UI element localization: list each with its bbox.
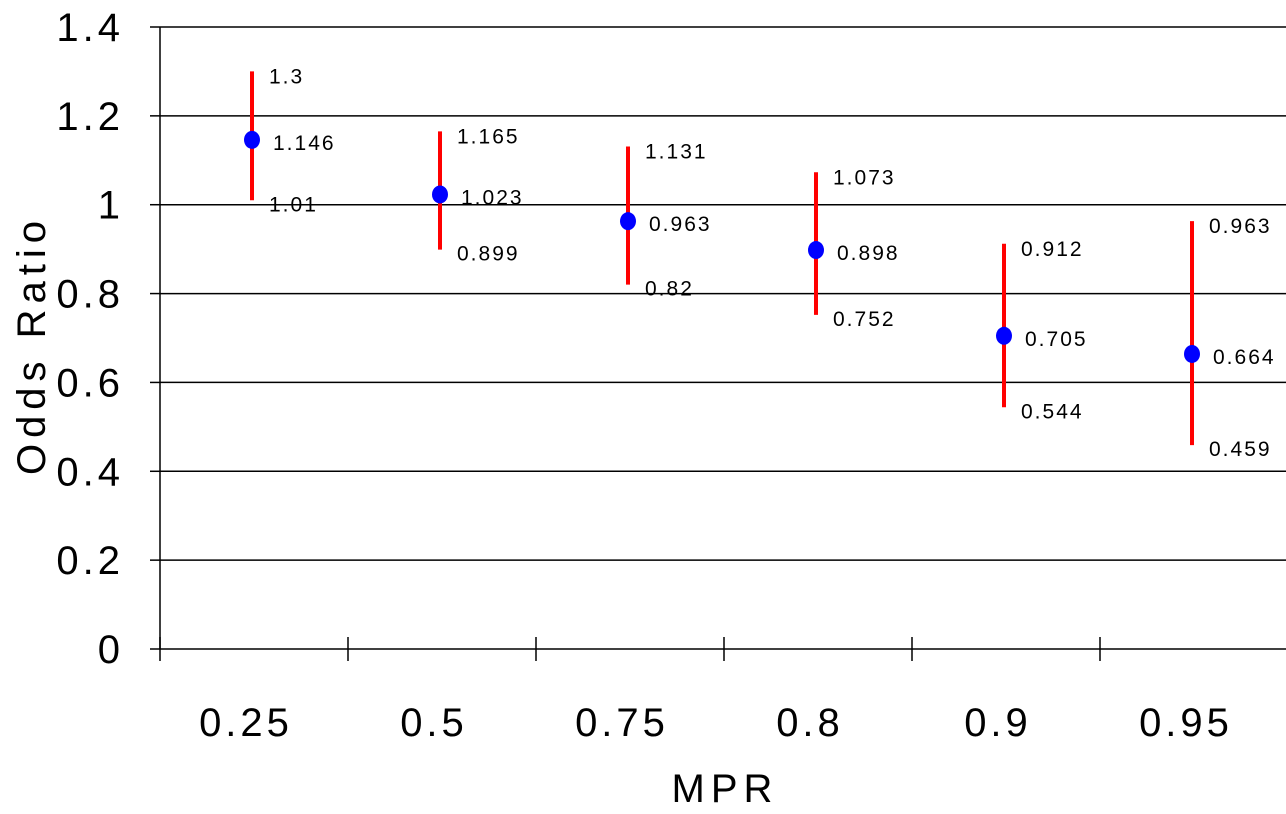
upper-ci-label: 1.131 xyxy=(645,141,708,164)
x-tick-label: 0.25 xyxy=(199,701,293,745)
lower-ci-label: 0.899 xyxy=(457,243,520,266)
y-tick-label: 1 xyxy=(98,184,124,228)
x-tick-label: 0.5 xyxy=(400,701,468,745)
upper-ci-label: 1.165 xyxy=(457,125,520,148)
data-marks: 1.3 1.146 1.01 1.165 1.023 0.899 1.131 0.963 0.8… xyxy=(244,65,1276,461)
y-tick-labels: 0 0.2 0.4 0.6 0.8 1 1.2 1.4 xyxy=(56,6,124,672)
x-tick-label: 0.9 xyxy=(964,701,1032,745)
odds-ratio-point xyxy=(432,185,448,204)
lower-ci-label: 1.01 xyxy=(269,193,318,216)
gridlines xyxy=(160,26,1286,561)
y-axis-title: Odds Ratio xyxy=(10,215,54,475)
y-tick-label: 1.2 xyxy=(56,95,124,139)
axes xyxy=(150,26,1286,661)
estimate-label: 0.664 xyxy=(1213,346,1276,369)
x-axis-title: MPR xyxy=(672,767,779,811)
lower-ci-label: 0.752 xyxy=(833,308,896,331)
x-tick-label: 0.75 xyxy=(575,701,669,745)
y-tick-label: 0.2 xyxy=(56,539,124,583)
upper-ci-label: 0.963 xyxy=(1209,215,1272,238)
y-tick-label: 0 xyxy=(98,628,124,672)
odds-ratio-point xyxy=(244,130,260,149)
odds-ratio-point xyxy=(996,326,1012,345)
estimate-label: 1.146 xyxy=(273,132,336,155)
x-tick-label: 0.8 xyxy=(776,701,844,745)
upper-ci-label: 1.073 xyxy=(833,166,896,189)
y-tick-label: 0.6 xyxy=(56,361,124,405)
lower-ci-label: 0.544 xyxy=(1021,400,1084,423)
lower-ci-label: 0.82 xyxy=(645,278,694,301)
lower-ci-label: 0.459 xyxy=(1209,438,1272,461)
x-tick-labels: 0.25 0.5 0.75 0.8 0.9 0.95 xyxy=(199,701,1233,745)
y-tick-label: 0.4 xyxy=(56,450,124,494)
estimate-label: 0.705 xyxy=(1025,328,1088,351)
odds-ratio-point xyxy=(808,241,824,260)
y-tick-label: 0.8 xyxy=(56,273,124,317)
estimate-label: 0.898 xyxy=(837,242,900,265)
estimate-label: 1.023 xyxy=(461,186,524,209)
odds-ratio-point xyxy=(1184,344,1200,363)
odds-ratio-point xyxy=(620,212,636,231)
upper-ci-label: 0.912 xyxy=(1021,238,1084,261)
y-tick-label: 1.4 xyxy=(56,6,124,50)
estimate-label: 0.963 xyxy=(649,213,712,236)
upper-ci-label: 1.3 xyxy=(269,65,304,88)
x-tick-label: 0.95 xyxy=(1139,701,1233,745)
